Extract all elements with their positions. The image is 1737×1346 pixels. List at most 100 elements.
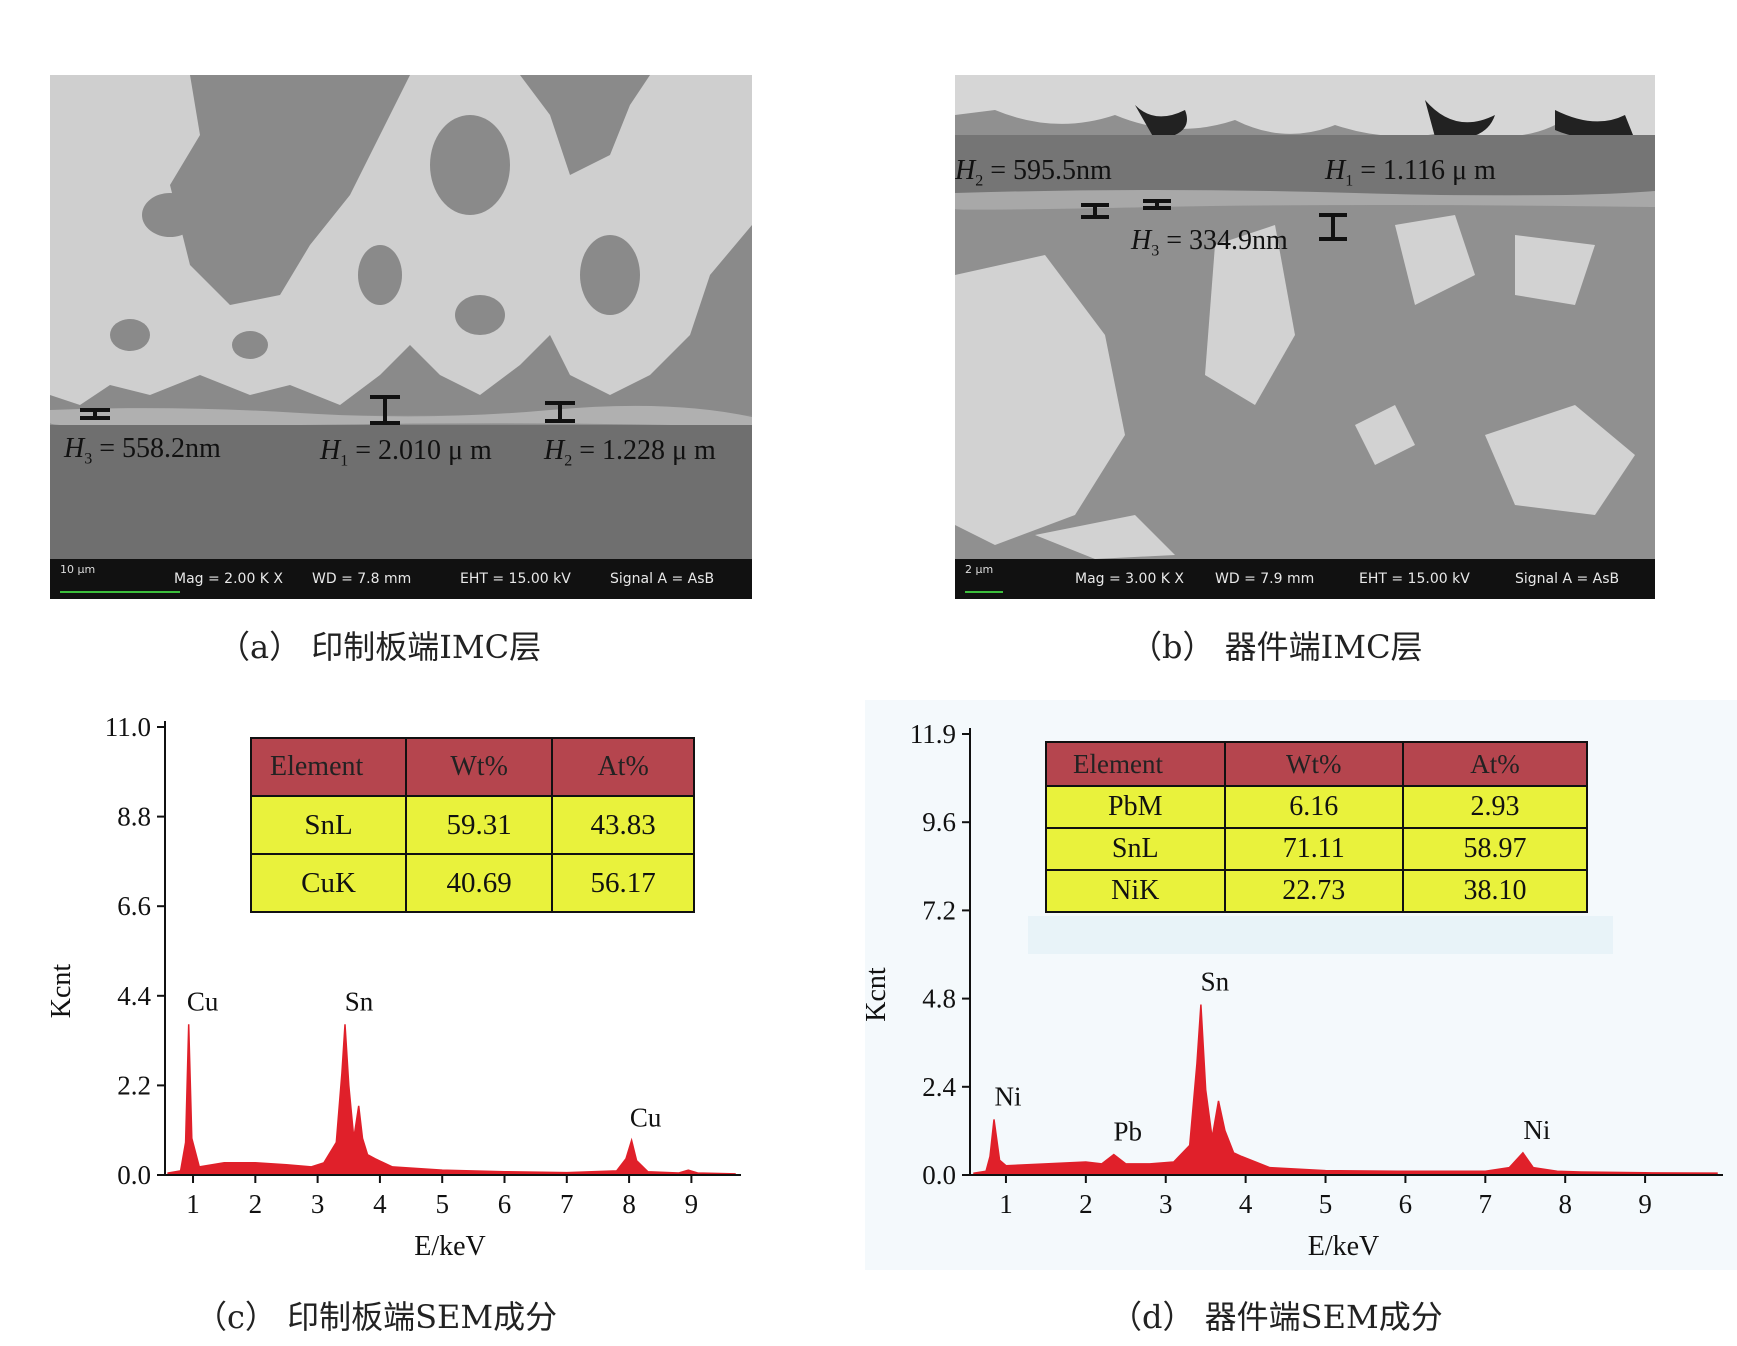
signal-a: Signal A = AsB — [610, 571, 715, 587]
x-tick-label: 2 — [249, 1189, 263, 1219]
ibeam-h1-b — [1319, 213, 1347, 241]
sem-texture-b — [955, 75, 1655, 599]
spectrum-area — [167, 1024, 736, 1176]
y-tick-label: 6.6 — [117, 891, 151, 921]
ibeam-h3-a — [80, 408, 110, 420]
table-row: SnL 59.31 43.83 — [249, 795, 695, 855]
y-tick-label: 7.2 — [922, 895, 956, 925]
x-tick-label: 4 — [1239, 1189, 1253, 1219]
ibeam-h2-a — [545, 401, 575, 423]
sem-info-bar-a: 10 μm Mag = 2.00 K X WD = 7.8 mm EHT = 1… — [50, 559, 752, 599]
peak-label: Pb — [1114, 1117, 1143, 1147]
eds-chart-c: 0.0 2.2 4.4 6.6 8.8 11.0 1 2 3 4 5 6 7 8 9 E/keV Kcnt Cu S… — [46, 712, 741, 1262]
label-h2-a: H2 = 1.228 μ m — [544, 435, 716, 470]
table-row: NiK 22.73 38.10 — [1045, 869, 1588, 913]
x-tick-label: 6 — [1399, 1189, 1413, 1219]
peak-label: Sn — [1201, 967, 1230, 997]
y-tick-label: 9.6 — [922, 807, 956, 837]
table-header-wt: Wt% — [405, 737, 554, 797]
table-cell: 43.83 — [551, 795, 695, 855]
table-cell: 71.11 — [1223, 827, 1405, 871]
y-tick-label: 11.0 — [105, 712, 151, 742]
table-cell: 56.17 — [551, 853, 695, 913]
peak-label: Cu — [630, 1102, 662, 1132]
table-cell: NiK — [1045, 869, 1226, 913]
x-tick-label: 9 — [685, 1189, 699, 1219]
y-tick-label: 4.8 — [922, 984, 956, 1014]
ibeam-h1-a — [370, 395, 400, 425]
table-cell: 38.10 — [1402, 869, 1588, 913]
peak-label: Sn — [345, 986, 374, 1016]
eht-b: EHT = 15.00 kV — [1359, 571, 1470, 587]
table-cell: 22.73 — [1223, 869, 1405, 913]
peak-label: Ni — [994, 1081, 1021, 1111]
caption-c: （c） 印制板端SEM成分 — [195, 1298, 558, 1336]
sem-texture-a — [50, 75, 752, 599]
label-h1-a: H1 = 2.010 μ m — [320, 435, 492, 470]
table-cell: PbM — [1045, 785, 1226, 829]
x-tick-label: 3 — [311, 1189, 325, 1219]
x-tick-label: 7 — [1479, 1189, 1493, 1219]
ibeam-h3-b — [1143, 199, 1171, 210]
table-cell: 59.31 — [405, 795, 554, 855]
sem-image-a: H3 = 558.2nm H1 = 2.010 μ m H2 = 1.228 μ… — [50, 75, 752, 599]
x-tick-label: 2 — [1079, 1189, 1093, 1219]
wd-a: WD = 7.8 mm — [312, 571, 412, 587]
x-tick-label: 7 — [560, 1189, 574, 1219]
signal-b: Signal A = AsB — [1515, 571, 1620, 587]
y-tick-label: 11.9 — [910, 719, 956, 749]
label-h2-b: H2 = 595.5nm — [955, 155, 1112, 190]
x-tick-label: 1 — [186, 1189, 200, 1219]
table-header-element: Element — [249, 737, 408, 797]
ibeam-h2-b — [1081, 203, 1109, 219]
table-header-wt: Wt% — [1223, 741, 1405, 787]
x-axis-label: E/keV — [414, 1231, 486, 1262]
panel-d: 0.0 2.4 4.8 7.2 9.6 11.9 1 2 3 4 5 6 7 8 9 E/keV Kcnt Ni P… — [861, 700, 1737, 1336]
caption-b: （b） 器件端IMC层 — [1130, 628, 1423, 666]
table-row: SnL 71.11 58.97 — [1045, 827, 1588, 871]
x-tick-label: 5 — [1319, 1189, 1333, 1219]
mag-b: Mag = 3.00 K X — [1075, 571, 1185, 587]
table-header-element: Element — [1045, 741, 1226, 787]
wd-b: WD = 7.9 mm — [1215, 571, 1315, 587]
table-cell: SnL — [1045, 827, 1226, 871]
y-tick-label: 8.8 — [117, 802, 151, 832]
x-axis-label: E/keV — [1308, 1231, 1380, 1262]
scale-bar-b — [965, 591, 1003, 593]
y-tick-label: 0.0 — [922, 1160, 956, 1190]
x-tick-label: 6 — [498, 1189, 512, 1219]
eds-chart-d: 0.0 2.4 4.8 7.2 9.6 11.9 1 2 3 4 5 6 7 8 9 E/keV Kcnt Ni P… — [861, 719, 1723, 1262]
y-axis-label: Kcnt — [46, 964, 77, 1019]
scale-label-b: 2 μm — [965, 563, 994, 576]
table-cell: 6.16 — [1223, 785, 1405, 829]
table-cell: SnL — [249, 795, 408, 855]
caption-d: （d） 器件端SEM成分 — [1110, 1298, 1443, 1336]
y-tick-label: 0.0 — [117, 1160, 151, 1190]
table-cell: 2.93 — [1402, 785, 1588, 829]
table-header-at: At% — [551, 737, 695, 797]
sem-image-b: H2 = 595.5nm H1 = 1.116 μ m H3 = 334.9nm… — [955, 75, 1655, 599]
y-axis-label: Kcnt — [861, 967, 892, 1022]
x-tick-label: 3 — [1159, 1189, 1173, 1219]
peak-label: Cu — [187, 986, 219, 1016]
spectrum-area — [973, 1004, 1718, 1176]
label-h3-a: H3 = 558.2nm — [64, 433, 221, 468]
label-h1-b: H1 = 1.116 μ m — [1325, 155, 1496, 190]
mag-a: Mag = 2.00 K X — [174, 571, 284, 587]
y-tick-label: 2.4 — [922, 1072, 956, 1102]
x-tick-label: 9 — [1638, 1189, 1652, 1219]
x-tick-label: 5 — [435, 1189, 449, 1219]
table-bg-d — [1028, 916, 1613, 954]
peak-label: Ni — [1523, 1115, 1550, 1145]
scale-bar-a — [60, 591, 180, 593]
eht-a: EHT = 15.00 kV — [460, 571, 571, 587]
table-cell: CuK — [249, 853, 408, 913]
scale-label-a: 10 μm — [60, 563, 96, 576]
sem-info-bar-b: 2 μm Mag = 3.00 K X WD = 7.9 mm EHT = 15… — [955, 559, 1655, 599]
composition-table-d: Element Wt% At% PbM 6.16 2.93 SnL 71.11 … — [1045, 741, 1588, 913]
label-h3-b: H3 = 334.9nm — [1131, 225, 1288, 260]
table-cell: 58.97 — [1402, 827, 1588, 871]
table-header-at: At% — [1402, 741, 1588, 787]
x-tick-label: 8 — [622, 1189, 636, 1219]
y-tick-label: 2.2 — [117, 1070, 151, 1100]
